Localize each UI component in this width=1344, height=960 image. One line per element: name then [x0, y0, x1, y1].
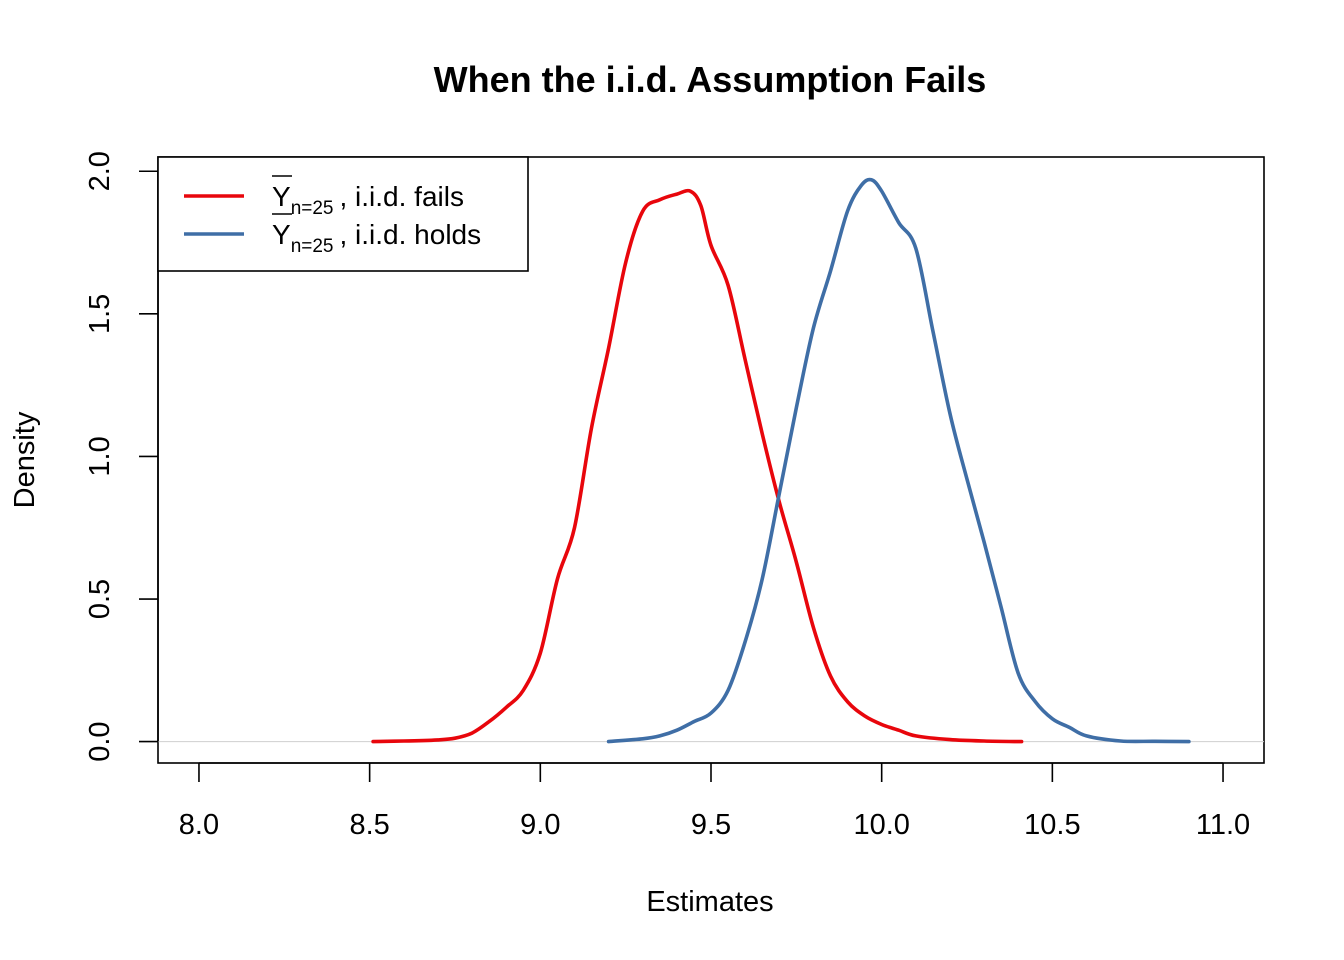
- legend-subscript: n=25: [291, 198, 334, 219]
- y-tick-label: 0.5: [84, 579, 116, 619]
- x-axis: 8.0 8.5 9.0 9.5 10.0 10.5 11.0: [179, 762, 1250, 841]
- x-tick-label: 11.0: [1196, 809, 1250, 841]
- y-tick-label: 1.0: [84, 436, 116, 476]
- x-tick-label: 8.5: [349, 809, 389, 841]
- x-axis-label: Estimates: [646, 886, 773, 918]
- series-line-1: [606, 177, 1191, 744]
- y-tick-label: 1.5: [84, 294, 116, 334]
- series-line-0: [371, 188, 1024, 744]
- series-layer: [371, 177, 1191, 744]
- legend-symbol: Y: [272, 181, 291, 212]
- x-tick-label: 10.5: [1024, 809, 1080, 841]
- y-tick-label: 0.0: [84, 721, 116, 761]
- y-axis-label: Density: [9, 411, 41, 508]
- legend-text: , i.i.d. holds: [339, 219, 481, 250]
- legend-box: [157, 156, 529, 272]
- legend-label-0: Yn=25, i.i.d. fails: [272, 181, 464, 219]
- legend-text: , i.i.d. fails: [339, 181, 463, 212]
- x-tick-label: 8.0: [179, 809, 219, 841]
- x-tick-label: 10.0: [853, 809, 909, 841]
- chart-title: When the i.i.d. Assumption Fails: [434, 59, 987, 100]
- y-axis: 0.0 0.5 1.0 1.5 2.0: [84, 151, 159, 762]
- legend-label-1: Yn=25, i.i.d. holds: [272, 219, 481, 257]
- x-tick-label: 9.0: [520, 809, 560, 841]
- x-tick-label: 9.5: [691, 809, 731, 841]
- legend-subscript: n=25: [291, 236, 334, 257]
- y-tick-label: 2.0: [84, 151, 116, 191]
- legend-symbol: Y: [272, 219, 291, 250]
